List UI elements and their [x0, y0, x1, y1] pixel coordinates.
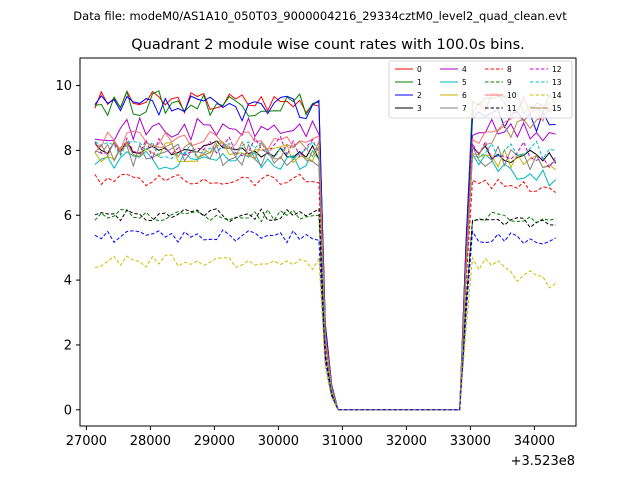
legend-label: 1: [417, 78, 422, 87]
chart-title: Quadrant 2 module wise count rates with …: [131, 37, 525, 53]
y-tick-label: 2: [64, 338, 72, 353]
y-tick-label: 8: [64, 144, 72, 159]
legend-label: 11: [507, 104, 517, 113]
legend-label: 15: [552, 104, 562, 113]
plot-frame: [79, 57, 577, 427]
y-tick-label: 0: [64, 403, 72, 418]
plot-lines: [94, 90, 557, 411]
series-line-15: [94, 107, 556, 411]
x-tick-label: 31000: [322, 434, 363, 449]
x-offset-label: +3.523e8: [511, 454, 575, 469]
x-tick-label: 28000: [130, 434, 171, 449]
legend-label: 7: [462, 104, 467, 113]
legend-label: 2: [417, 91, 422, 100]
x-tick-label: 29000: [194, 434, 235, 449]
legend-label: 12: [552, 65, 562, 74]
x-tick-label: 30000: [258, 434, 299, 449]
series-line-3: [94, 140, 557, 411]
x-tick-label: 33000: [450, 434, 491, 449]
series-line-6: [94, 141, 557, 411]
y-tick-label: 6: [64, 209, 72, 224]
series-line-13: [94, 140, 556, 411]
series-line-7: [94, 142, 557, 411]
legend-label: 0: [417, 65, 422, 74]
legend-label: 13: [552, 78, 562, 87]
series-line-14: [94, 254, 556, 411]
legend-frame: [388, 60, 573, 119]
x-tick-label: 27000: [66, 434, 107, 449]
series-line-5: [94, 149, 557, 411]
x-axis: 27000 28000 29000 30000 31000 32000 33000 34000: [66, 426, 555, 449]
legend-label: 4: [462, 65, 467, 74]
series-line-9: [94, 208, 556, 411]
y-tick-label: 10: [55, 79, 72, 94]
series-line-11: [94, 208, 556, 411]
legend-label: 3: [417, 104, 422, 113]
y-tick-label: 4: [64, 274, 72, 289]
chart-suptitle: Data file: modeM0/AS1A10_050T03_90000042…: [73, 9, 567, 23]
legend-label: 8: [507, 65, 512, 74]
legend-label: 6: [462, 91, 467, 100]
x-tick-label: 32000: [386, 434, 427, 449]
series-line-8: [94, 173, 556, 411]
series-line-blue-dashed: [94, 229, 556, 411]
legend-label: 14: [552, 91, 562, 100]
legend-label: 10: [507, 91, 517, 100]
x-tick-label: 34000: [514, 434, 555, 449]
legend-label: 5: [462, 78, 467, 87]
y-axis: 0 2 4 6 8 10: [55, 79, 80, 418]
legend-label: 9: [507, 78, 512, 87]
